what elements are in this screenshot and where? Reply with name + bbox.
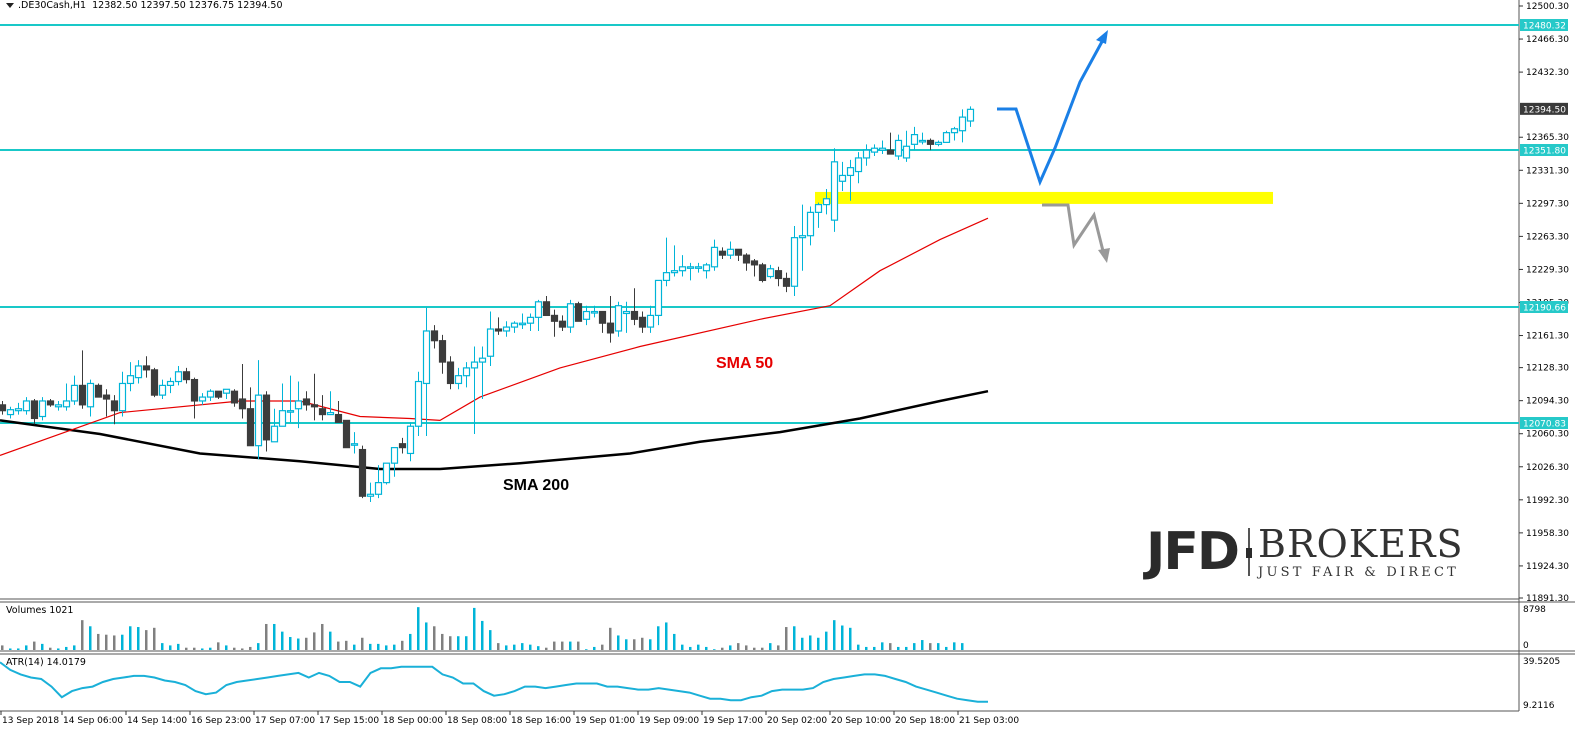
- price-tick: 12331.30: [1526, 166, 1569, 176]
- current-price-label: 12394.50: [1523, 105, 1566, 115]
- logo-name: BROKERS: [1258, 521, 1464, 566]
- level-price-label: 12190.66: [1523, 304, 1566, 314]
- ohlc-values: 12382.50 12397.50 12376.75 12394.50: [92, 0, 283, 11]
- price-tick: 12026.30: [1526, 463, 1569, 473]
- price-tick: 12094.30: [1526, 397, 1569, 407]
- support-zone: [815, 191, 1273, 204]
- jfd-brokers-logo: JFD BROKERS JUST FAIR & DIRECT: [1146, 524, 1464, 580]
- time-tick: 19 Sep 09:00: [639, 716, 699, 726]
- bearish-scenario-arrow: [1042, 203, 1106, 256]
- atr-line: [0, 661, 988, 703]
- price-tick: 12128.30: [1526, 364, 1569, 374]
- price-tick: 12263.30: [1526, 232, 1569, 242]
- svg-text:39.5205: 39.5205: [1523, 657, 1560, 667]
- arrow-head-icon: [1098, 248, 1110, 263]
- price-tick: 12500.30: [1526, 2, 1569, 12]
- time-tick: 20 Sep 10:00: [831, 716, 891, 726]
- logo-separator: [1246, 528, 1253, 576]
- dropdown-triangle-icon[interactable]: [6, 3, 14, 8]
- time-tick: 14 Sep 14:00: [127, 716, 187, 726]
- time-tick: 16 Sep 23:00: [191, 716, 251, 726]
- price-tick: 11958.30: [1526, 529, 1569, 539]
- time-tick: 18 Sep 08:00: [447, 716, 507, 726]
- svg-text:0: 0: [1523, 641, 1529, 651]
- logo-tagline: JUST FAIR & DIRECT: [1258, 564, 1460, 580]
- time-tick: 20 Sep 18:00: [895, 716, 955, 726]
- price-tick: 12060.30: [1526, 430, 1569, 440]
- time-tick: 19 Sep 01:00: [575, 716, 635, 726]
- price-tick: 11891.30: [1526, 594, 1569, 604]
- time-tick: 14 Sep 06:00: [63, 716, 123, 726]
- time-tick: 18 Sep 16:00: [511, 716, 571, 726]
- price-tick: 12161.30: [1526, 332, 1569, 342]
- volumes-title: Volumes 1021: [6, 605, 74, 616]
- bullish-scenario-arrow: [997, 37, 1106, 187]
- svg-text:9.2116: 9.2116: [1523, 701, 1555, 711]
- time-tick: 17 Sep 07:00: [255, 716, 315, 726]
- time-tick: 17 Sep 15:00: [319, 716, 379, 726]
- time-tick: 19 Sep 17:00: [703, 716, 763, 726]
- sma200-line: [0, 389, 989, 471]
- logo-brand: JFD: [1146, 522, 1240, 582]
- sma50-label: SMA 50: [716, 355, 774, 372]
- price-tick: 12297.30: [1526, 199, 1569, 209]
- symbol-label: .DE30Cash,H1: [18, 0, 87, 11]
- arrow-head-icon: [1096, 30, 1108, 44]
- svg-text:8798: 8798: [1523, 605, 1546, 615]
- level-price-label: 12480.32: [1523, 22, 1566, 32]
- time-tick: 13 Sep 2018: [2, 716, 59, 726]
- time-tick: 20 Sep 02:00: [767, 716, 827, 726]
- price-tick: 11924.30: [1526, 562, 1569, 572]
- level-price-label: 12351.80: [1523, 147, 1566, 157]
- price-tick: 12365.30: [1526, 133, 1569, 143]
- price-tick: 12432.30: [1526, 68, 1569, 78]
- level-price-label: 12070.83: [1523, 420, 1566, 430]
- price-tick: 11992.30: [1526, 496, 1569, 506]
- price-tick: 12466.30: [1526, 35, 1569, 45]
- chart-header: .DE30Cash,H1 12382.50 12397.50 12376.75 …: [6, 0, 283, 11]
- atr-title: ATR(14) 14.0179: [6, 657, 86, 668]
- sma200-label: SMA 200: [503, 477, 570, 494]
- time-tick: 18 Sep 00:00: [383, 716, 443, 726]
- candles: [0, 106, 975, 503]
- time-tick: 21 Sep 03:00: [959, 716, 1019, 726]
- price-tick: 12229.30: [1526, 265, 1569, 275]
